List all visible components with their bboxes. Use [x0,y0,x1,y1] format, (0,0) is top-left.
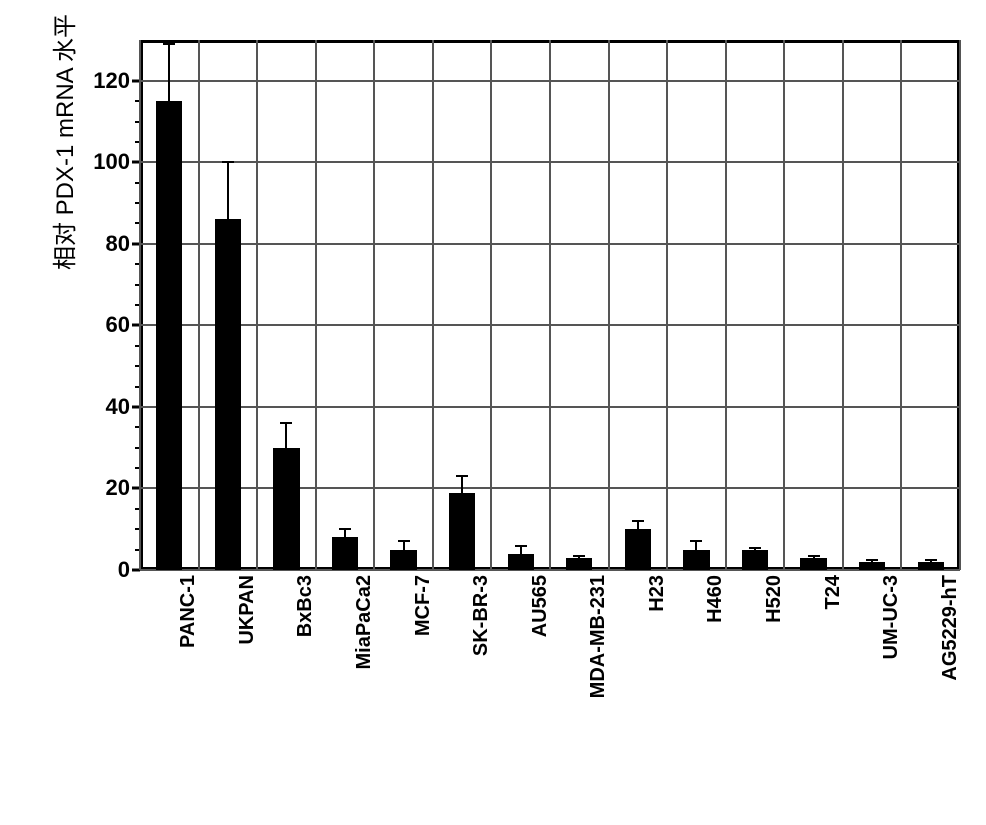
gridline-v [490,40,492,570]
x-tick-label: MiaPaCa2 [353,575,376,670]
error-cap [573,555,585,557]
x-tick-label: MCF-7 [412,575,435,636]
gridline-v [139,40,141,570]
bar [918,562,944,570]
error-cap [280,422,292,424]
error-cap [339,528,351,530]
x-tick-label: H520 [763,575,786,623]
x-tick-label: T24 [822,575,845,609]
bar [273,448,299,570]
bar [449,493,475,570]
bar [332,537,358,570]
chart-container: 相对 PDX-1 mRNA 水平 020406080100120 PANC-1U… [20,20,986,805]
gridline-v [608,40,610,570]
error-cap [925,559,937,561]
gridline-v [900,40,902,570]
x-tick-label: SK-BR-3 [470,575,493,656]
error-cap [690,540,702,542]
bar [566,558,592,570]
error-cap [632,520,644,522]
error-cap [866,559,878,561]
error-cap [515,545,527,547]
error-cap [163,43,175,45]
error-bar [168,44,170,101]
bar [215,219,241,570]
error-bar [637,521,639,529]
x-tick-label: BxBc3 [294,575,317,637]
bar [625,529,651,570]
x-tick-label: UM-UC-3 [880,575,903,659]
y-axis-label: 相对 PDX-1 mRNA 水平 [45,14,80,270]
x-tick-label: UKPAN [236,575,259,645]
gridline-v [959,40,961,570]
error-bar [403,541,405,549]
gridline-v [256,40,258,570]
x-tick-label: AG5229-hT [939,575,962,681]
error-cap [456,475,468,477]
bar [859,562,885,570]
error-bar [285,423,287,447]
error-bar [695,541,697,549]
gridline-v [725,40,727,570]
plot-area: 020406080100120 [140,40,960,570]
error-bar [520,546,522,554]
bar [508,554,534,570]
error-bar [461,476,463,492]
bar [156,101,182,570]
gridline-v [373,40,375,570]
error-bar [344,529,346,537]
gridline-v [842,40,844,570]
bar [683,550,709,570]
gridline-v [198,40,200,570]
error-cap [808,555,820,557]
x-tick-label: H460 [704,575,727,623]
gridline-v [315,40,317,570]
x-tick-label: AU565 [529,575,552,637]
x-tick-label: PANC-1 [177,575,200,648]
bar [742,550,768,570]
error-cap [398,540,410,542]
bar [800,558,826,570]
x-tick-label: H23 [646,575,669,612]
gridline-v [432,40,434,570]
error-cap [222,161,234,163]
error-cap [749,547,761,549]
gridline-v [549,40,551,570]
x-tick-label: MDA-MB-231 [587,575,610,698]
error-bar [227,162,229,219]
gridline-v [666,40,668,570]
gridline-v [783,40,785,570]
bar [390,550,416,570]
